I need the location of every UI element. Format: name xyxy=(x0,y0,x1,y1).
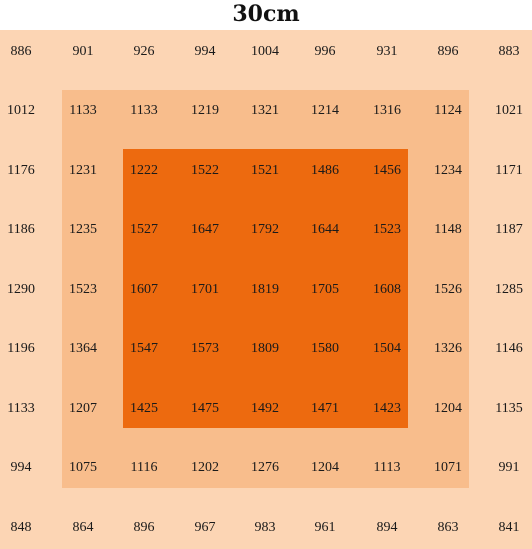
grid-cell: 1423 xyxy=(373,401,401,416)
grid-cell: 1471 xyxy=(311,401,339,416)
grid-cell: 901 xyxy=(72,44,94,59)
grid-cell: 1492 xyxy=(251,401,279,416)
grid-cell: 1580 xyxy=(311,341,339,356)
grid-cell: 863 xyxy=(437,520,459,535)
inner-zone xyxy=(123,149,408,428)
grid-cell: 1316 xyxy=(373,103,401,118)
grid-cell: 864 xyxy=(72,520,94,535)
grid-cell: 1176 xyxy=(7,163,35,178)
grid-cell: 1187 xyxy=(495,222,523,237)
grid-cell: 1290 xyxy=(7,282,35,297)
grid-cell: 1186 xyxy=(7,222,35,237)
grid-cell: 1204 xyxy=(311,460,339,475)
grid-cell: 1521 xyxy=(251,163,279,178)
grid-cell: 1321 xyxy=(251,103,279,118)
grid-cell: 1364 xyxy=(69,341,97,356)
grid-cell: 883 xyxy=(498,44,520,59)
grid-cell: 894 xyxy=(376,520,398,535)
grid-cell: 1526 xyxy=(434,282,462,297)
grid-cell: 1527 xyxy=(130,222,158,237)
grid-cell: 1219 xyxy=(191,103,219,118)
grid-cell: 1207 xyxy=(69,401,97,416)
grid-cell: 1135 xyxy=(495,401,523,416)
grid-cell: 1234 xyxy=(434,163,462,178)
grid-cell: 1607 xyxy=(130,282,158,297)
grid-cell: 1196 xyxy=(7,341,35,356)
grid-cell: 1486 xyxy=(311,163,339,178)
grid-cell: 1456 xyxy=(373,163,401,178)
grid-cell: 1235 xyxy=(69,222,97,237)
grid-cell: 994 xyxy=(10,460,32,475)
grid-cell: 1231 xyxy=(69,163,97,178)
grid-cell: 1021 xyxy=(495,103,523,118)
grid-cell: 1204 xyxy=(434,401,462,416)
grid-cell: 983 xyxy=(254,520,276,535)
grid-cell: 994 xyxy=(194,44,216,59)
grid-cell: 1523 xyxy=(373,222,401,237)
grid-cell: 841 xyxy=(498,520,520,535)
grid-cell: 1647 xyxy=(191,222,219,237)
grid-cell: 1124 xyxy=(434,103,462,118)
grid-cell: 1214 xyxy=(311,103,339,118)
grid-cell: 1075 xyxy=(69,460,97,475)
grid-title: 30cm xyxy=(232,1,300,27)
grid-cell: 1608 xyxy=(373,282,401,297)
grid-cell: 1133 xyxy=(130,103,158,118)
grid-cell: 991 xyxy=(498,460,520,475)
grid-cell: 896 xyxy=(437,44,459,59)
grid-cell: 1012 xyxy=(7,103,35,118)
grid-cell: 1792 xyxy=(251,222,279,237)
grid-cell: 1547 xyxy=(130,341,158,356)
grid-cell: 1522 xyxy=(191,163,219,178)
grid-cell: 848 xyxy=(10,520,32,535)
grid-cell: 1171 xyxy=(495,163,523,178)
grid-cell: 1326 xyxy=(434,341,462,356)
grid-cell: 1004 xyxy=(251,44,279,59)
grid-cell: 1504 xyxy=(373,341,401,356)
grid-cell: 1644 xyxy=(311,222,339,237)
grid-cell: 1705 xyxy=(311,282,339,297)
grid-cell: 1071 xyxy=(434,460,462,475)
grid-cell: 1809 xyxy=(251,341,279,356)
grid-cell: 1202 xyxy=(191,460,219,475)
grid-cell: 1146 xyxy=(495,341,523,356)
grid-cell: 886 xyxy=(10,44,32,59)
grid-cell: 1222 xyxy=(130,163,158,178)
grid-cell: 1425 xyxy=(130,401,158,416)
grid-cell: 1285 xyxy=(495,282,523,297)
grid-cell: 1573 xyxy=(191,341,219,356)
grid-cell: 1701 xyxy=(191,282,219,297)
grid-cell: 1148 xyxy=(434,222,462,237)
grid-cell: 1113 xyxy=(373,460,401,475)
grid-cell: 1523 xyxy=(69,282,97,297)
grid-cell: 926 xyxy=(133,44,155,59)
grid-cell: 896 xyxy=(133,520,155,535)
grid-cell: 967 xyxy=(194,520,216,535)
grid-cell: 1133 xyxy=(69,103,97,118)
grid-cell: 1276 xyxy=(251,460,279,475)
grid-cell: 931 xyxy=(376,44,398,59)
grid-cell: 1475 xyxy=(191,401,219,416)
grid-cell: 996 xyxy=(314,44,336,59)
grid-cell: 1133 xyxy=(7,401,35,416)
grid-cell: 1819 xyxy=(251,282,279,297)
grid-cell: 961 xyxy=(314,520,336,535)
grid-cell: 1116 xyxy=(130,460,158,475)
